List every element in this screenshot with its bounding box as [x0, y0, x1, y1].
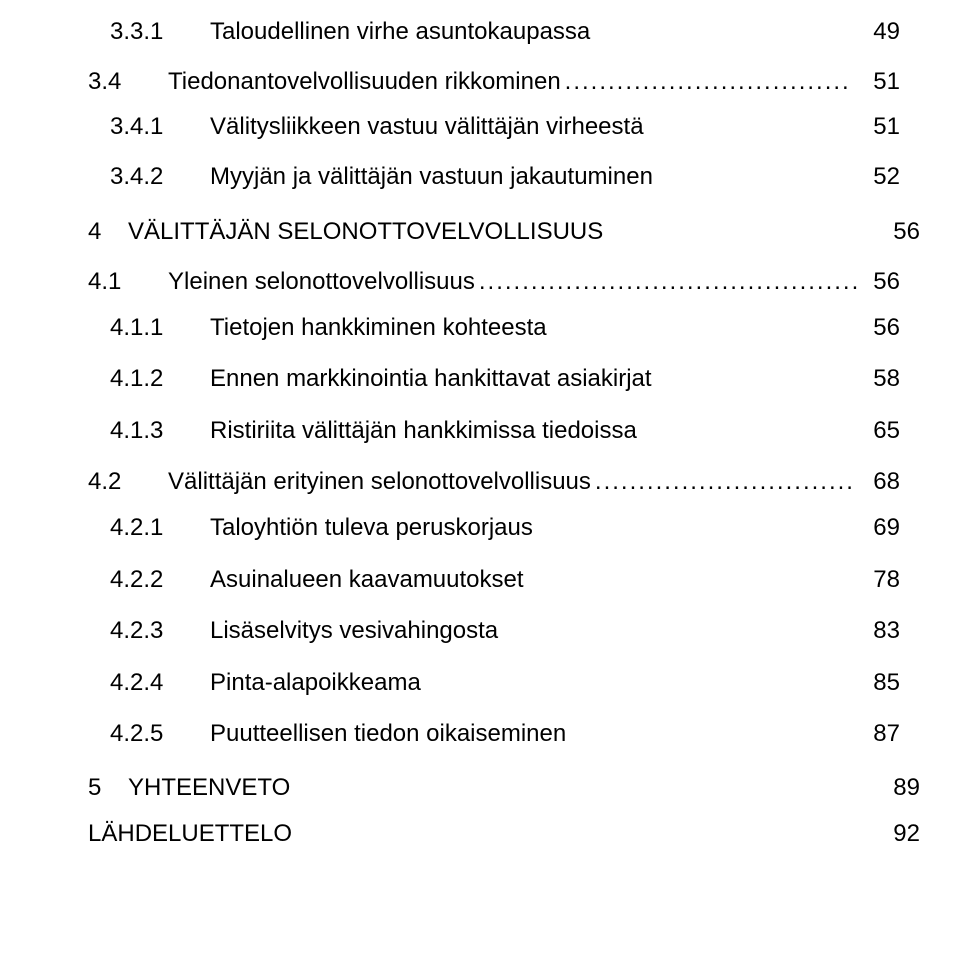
toc-number: 4.2.4	[110, 669, 210, 697]
toc-entry: 4.2.2 Asuinalueen kaavamuutokset 78	[88, 566, 900, 594]
toc-number: 4.2.2	[110, 566, 210, 594]
toc-page-number: 87	[860, 720, 900, 748]
toc-label: Asuinalueen kaavamuutokset	[210, 566, 524, 594]
toc-number: 3.3.1	[110, 18, 210, 46]
toc-number: 3.4	[88, 68, 168, 96]
toc-label-wrap: YHTEENVETO	[128, 774, 880, 802]
toc-number: 4.1	[88, 268, 168, 296]
toc-entry: 3.4 Tiedonantovelvollisuuden rikkominen …	[88, 68, 900, 96]
toc-label-wrap: Taloyhtiön tuleva peruskorjaus	[210, 514, 860, 542]
toc-number: 4.1.3	[110, 417, 210, 445]
toc-label-wrap: Ennen markkinointia hankittavat asiakirj…	[210, 365, 860, 393]
toc-label-wrap: Ristiriita välittäjän hankkimissa tiedoi…	[210, 417, 860, 445]
toc-label-wrap: Pinta-alapoikkeama	[210, 669, 860, 697]
toc-label: Tietojen hankkiminen kohteesta	[210, 314, 547, 342]
toc-number: 4.2.1	[110, 514, 210, 542]
toc-page-number: 52	[860, 163, 900, 191]
toc-label-wrap: Myyjän ja välittäjän vastuun jakautumine…	[210, 163, 860, 191]
toc-entry: 4.2.4 Pinta-alapoikkeama 85	[88, 669, 900, 697]
toc-number: 4.1.1	[110, 314, 210, 342]
toc-label-wrap: Välitysliikkeen vastuu välittäjän virhee…	[210, 113, 860, 141]
toc-entry: 4 VÄLITTÄJÄN SELONOTTOVELVOLLISUUS 56	[88, 218, 900, 246]
toc-page-number: 68	[860, 468, 900, 496]
toc-label-wrap: Asuinalueen kaavamuutokset	[210, 566, 860, 594]
toc-page-number: 56	[880, 218, 920, 246]
toc-page-number: 78	[860, 566, 900, 594]
toc-page: 3.3.1 Taloudellinen virhe asuntokaupassa…	[0, 0, 960, 883]
toc-entry: 3.4.2 Myyjän ja välittäjän vastuun jakau…	[88, 163, 900, 191]
toc-label-wrap: Taloudellinen virhe asuntokaupassa	[210, 18, 860, 46]
toc-page-number: 56	[860, 314, 900, 342]
toc-page-number: 51	[860, 113, 900, 141]
toc-entry: 3.3.1 Taloudellinen virhe asuntokaupassa…	[88, 18, 900, 46]
toc-page-number: 89	[880, 774, 920, 802]
toc-label-wrap: Puutteellisen tiedon oikaiseminen	[210, 720, 860, 748]
toc-leader: ........................................…	[475, 268, 860, 296]
toc-leader: ..............................	[591, 468, 860, 496]
toc-label: Lisäselvitys vesivahingosta	[210, 617, 498, 645]
toc-number: 3.4.2	[110, 163, 210, 191]
toc-label: Pinta-alapoikkeama	[210, 669, 421, 697]
toc-entry: 3.4.1 Välitysliikkeen vastuu välittäjän …	[88, 113, 900, 141]
toc-label: Taloudellinen virhe asuntokaupassa	[210, 18, 590, 46]
toc-page-number: 65	[860, 417, 900, 445]
toc-number: 4.1.2	[110, 365, 210, 393]
toc-entry: 4.1.3 Ristiriita välittäjän hankkimissa …	[88, 417, 900, 445]
toc-label: Välitysliikkeen vastuu välittäjän virhee…	[210, 113, 644, 141]
toc-entry: 4.2.5 Puutteellisen tiedon oikaiseminen …	[88, 720, 900, 748]
toc-leader: .................................	[561, 68, 860, 96]
toc-label: LÄHDELUETTELO	[88, 820, 292, 848]
toc-page-number: 56	[860, 268, 900, 296]
toc-label: Tiedonantovelvollisuuden rikkominen	[168, 68, 561, 96]
toc-label: Yleinen selonottovelvollisuus	[168, 268, 475, 296]
toc-number: 4	[88, 218, 128, 246]
toc-entry: 4.2.1 Taloyhtiön tuleva peruskorjaus 69	[88, 514, 900, 542]
toc-label: Myyjän ja välittäjän vastuun jakautumine…	[210, 163, 653, 191]
toc-entry: 4.1.2 Ennen markkinointia hankittavat as…	[88, 365, 900, 393]
toc-label: Puutteellisen tiedon oikaiseminen	[210, 720, 566, 748]
toc-page-number: 51	[860, 68, 900, 96]
toc-page-number: 58	[860, 365, 900, 393]
toc-label-wrap: Yleinen selonottovelvollisuus ..........…	[168, 268, 860, 296]
toc-label: VÄLITTÄJÄN SELONOTTOVELVOLLISUUS	[128, 218, 603, 246]
toc-label: Ennen markkinointia hankittavat asiakirj…	[210, 365, 652, 393]
toc-label-wrap: Lisäselvitys vesivahingosta	[210, 617, 860, 645]
toc-page-number: 83	[860, 617, 900, 645]
toc-label-wrap: LÄHDELUETTELO	[88, 820, 880, 848]
toc-label: Ristiriita välittäjän hankkimissa tiedoi…	[210, 417, 637, 445]
toc-entry: LÄHDELUETTELO 92	[88, 820, 900, 848]
toc-entry: 5 YHTEENVETO 89	[88, 774, 900, 802]
toc-label: Taloyhtiön tuleva peruskorjaus	[210, 514, 533, 542]
toc-number: 4.2	[88, 468, 168, 496]
toc-label: YHTEENVETO	[128, 774, 290, 802]
toc-page-number: 69	[860, 514, 900, 542]
toc-page-number: 92	[880, 820, 920, 848]
toc-page-number: 49	[860, 18, 900, 46]
toc-label-wrap: Tietojen hankkiminen kohteesta	[210, 314, 860, 342]
toc-entry: 4.1 Yleinen selonottovelvollisuus ......…	[88, 268, 900, 296]
toc-number: 5	[88, 774, 128, 802]
toc-label: Välittäjän erityinen selonottovelvollisu…	[168, 468, 591, 496]
toc-page-number: 85	[860, 669, 900, 697]
toc-label-wrap: Välittäjän erityinen selonottovelvollisu…	[168, 468, 860, 496]
toc-label-wrap: VÄLITTÄJÄN SELONOTTOVELVOLLISUUS	[128, 218, 880, 246]
toc-number: 4.2.3	[110, 617, 210, 645]
toc-entry: 4.1.1 Tietojen hankkiminen kohteesta 56	[88, 314, 900, 342]
toc-entry: 4.2.3 Lisäselvitys vesivahingosta 83	[88, 617, 900, 645]
toc-label-wrap: Tiedonantovelvollisuuden rikkominen ....…	[168, 68, 860, 96]
toc-number: 4.2.5	[110, 720, 210, 748]
toc-number: 3.4.1	[110, 113, 210, 141]
toc-entry: 4.2 Välittäjän erityinen selonottovelvol…	[88, 468, 900, 496]
